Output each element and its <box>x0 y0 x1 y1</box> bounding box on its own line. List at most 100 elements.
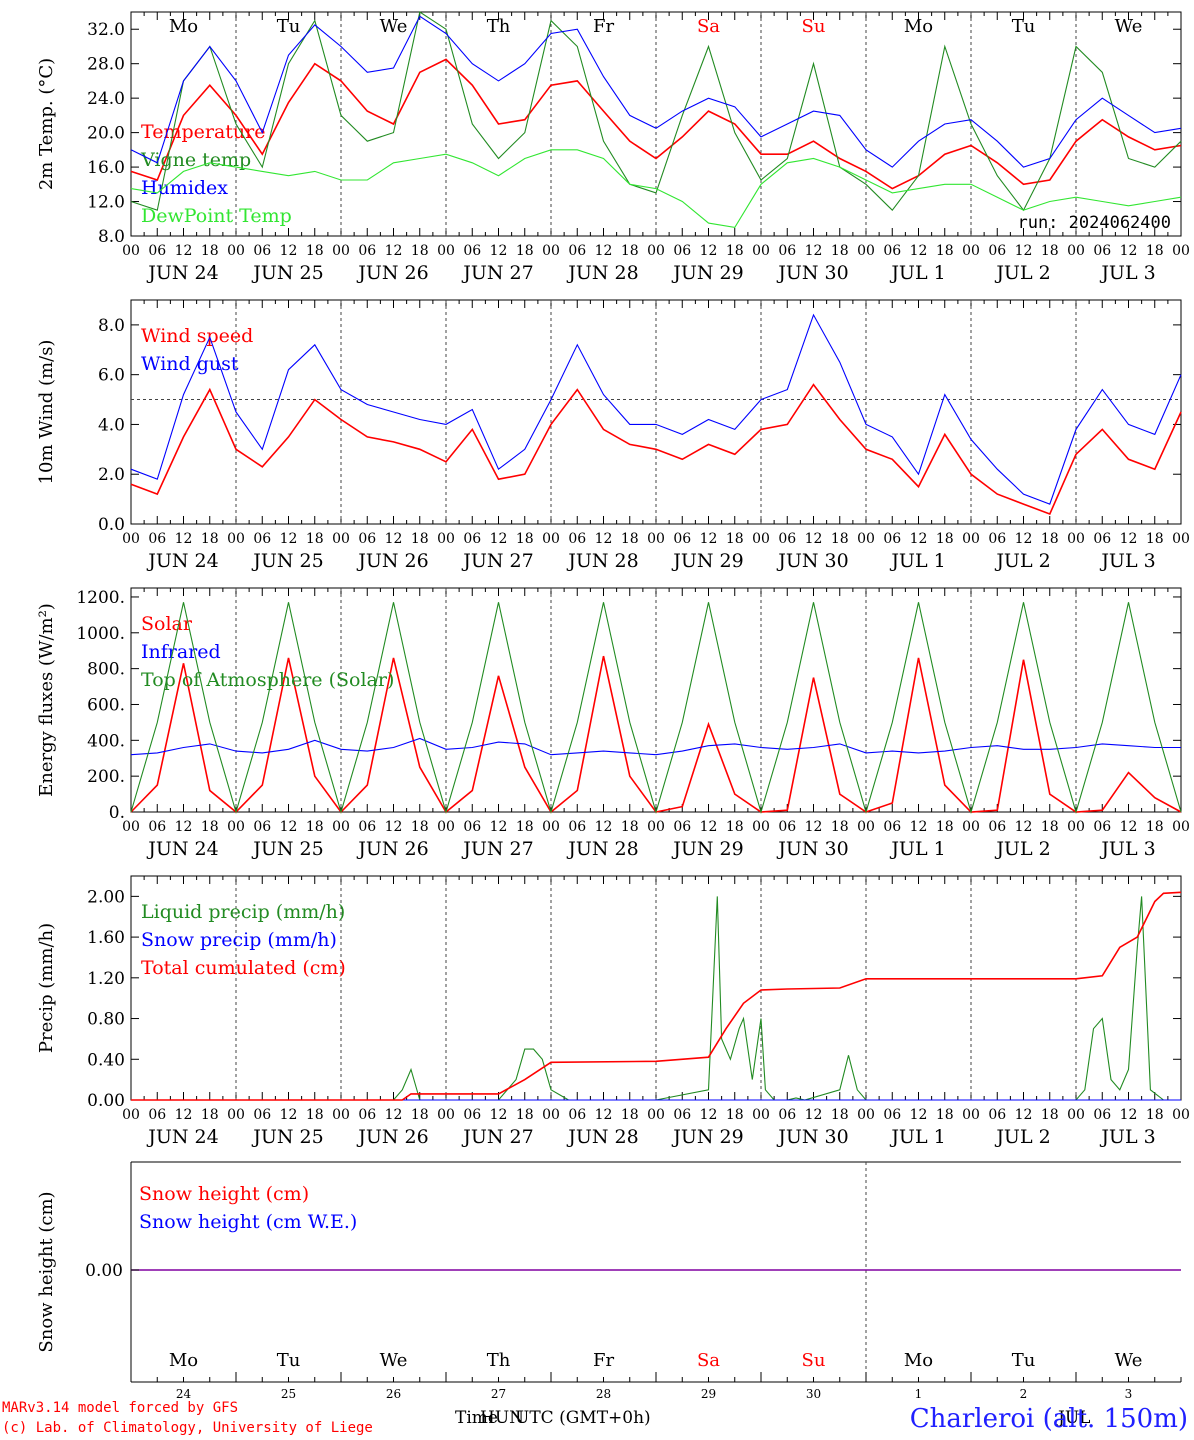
y-tick-label: 400. <box>87 731 125 751</box>
y-tick-label: 1.20 <box>87 969 125 989</box>
date-label: JUL 3 <box>1099 550 1155 572</box>
series-humidex <box>130 15 1182 168</box>
hour-label: 12 <box>1015 243 1033 259</box>
hour-label: 00 <box>1067 531 1085 547</box>
hour-label: 06 <box>148 819 166 835</box>
hour-label: 18 <box>516 243 534 259</box>
hour-label: 06 <box>988 819 1006 835</box>
hour-label: 00 <box>857 531 875 547</box>
y-tick-label: 8.0 <box>98 316 125 336</box>
date-label: JUN 29 <box>671 1126 743 1148</box>
hour-label: 06 <box>673 819 691 835</box>
weekday-label: Th <box>487 16 511 37</box>
hour-label: 06 <box>358 243 376 259</box>
hour-label: 12 <box>595 531 613 547</box>
day-number-label: 3 <box>1125 1387 1133 1401</box>
y-tick-label: 16.0 <box>87 158 125 178</box>
hour-label: 12 <box>280 531 298 547</box>
hour-label: 06 <box>883 243 901 259</box>
hour-label: 00 <box>752 819 770 835</box>
hour-label: 12 <box>490 1107 508 1123</box>
date-label: JUN 28 <box>566 838 638 860</box>
hour-label: 00 <box>1172 819 1190 835</box>
date-label: JUL 1 <box>889 262 945 284</box>
hour-label: 12 <box>490 531 508 547</box>
series-wind-gust <box>130 313 1182 505</box>
date-label: JUN 26 <box>356 1126 428 1148</box>
hour-label: 12 <box>175 531 193 547</box>
date-label: JUN 29 <box>671 262 743 284</box>
y-tick-label: 0.0 <box>98 515 125 535</box>
lab-credit-line: (c) Lab. of Climatology, University of L… <box>2 1420 373 1436</box>
hour-label: 18 <box>831 819 849 835</box>
hour-label: 18 <box>306 243 324 259</box>
date-label: JUN 27 <box>461 1126 533 1148</box>
hour-label: 12 <box>280 819 298 835</box>
hour-label: 12 <box>700 531 718 547</box>
hour-label: 00 <box>122 531 140 547</box>
weekday-label: Su <box>802 1350 826 1371</box>
date-label: JUL 2 <box>994 550 1050 572</box>
hour-label: 12 <box>805 819 823 835</box>
hour-label: 00 <box>1067 1107 1085 1123</box>
hour-label: 06 <box>778 1107 796 1123</box>
hour-label: 18 <box>936 819 954 835</box>
hour-label: 18 <box>1146 819 1164 835</box>
hour-label: 18 <box>1146 243 1164 259</box>
timezone-label: UTC (GMT+0h) <box>515 1408 651 1428</box>
hour-label: 06 <box>253 243 271 259</box>
hour-label: 06 <box>568 243 586 259</box>
hour-label: 18 <box>936 531 954 547</box>
hour-label: 06 <box>883 819 901 835</box>
y-axis-label: 10m Wind (m/s) <box>36 340 57 485</box>
weekday-label: We <box>1115 16 1143 37</box>
hour-label: 12 <box>1120 819 1138 835</box>
y-tick-label: 28.0 <box>87 55 125 75</box>
hour-label: 00 <box>857 819 875 835</box>
hour-label: 00 <box>437 1107 455 1123</box>
hour-label: 00 <box>542 243 560 259</box>
hour-label: 18 <box>516 531 534 547</box>
hour-label: 00 <box>122 819 140 835</box>
hour-label: 06 <box>358 1107 376 1123</box>
hour-label: 12 <box>1120 1107 1138 1123</box>
hour-label: 12 <box>910 531 928 547</box>
hour-label: 18 <box>726 531 744 547</box>
panel-3: 0. 200. 400. 600. 800. 1000. 1200. Energy fluxe… <box>36 587 1190 860</box>
hour-label: 06 <box>988 243 1006 259</box>
series-top-of-atmosphere-solar- <box>130 602 1182 814</box>
hour-label: 06 <box>568 531 586 547</box>
hour-label: 18 <box>621 531 639 547</box>
weekday-label: Tu <box>1012 16 1036 37</box>
day-number-label: 30 <box>806 1387 821 1401</box>
hour-label: 00 <box>962 1107 980 1123</box>
series-wind-speed <box>130 383 1182 516</box>
hour-label: 00 <box>122 1107 140 1123</box>
hour-label: 18 <box>201 243 219 259</box>
hour-label: 00 <box>227 531 245 547</box>
legend-entry: Wind speed <box>141 325 253 347</box>
hour-label: 18 <box>306 1107 324 1123</box>
weekday-label: Mo <box>169 16 198 37</box>
hour-label: 06 <box>253 1107 271 1123</box>
date-label: JUL 2 <box>994 262 1050 284</box>
panel-frame <box>130 11 1182 237</box>
legend-entry: Infrared <box>141 641 221 663</box>
hour-label: 18 <box>411 531 429 547</box>
hour-label: 00 <box>332 243 350 259</box>
hour-label: 12 <box>490 819 508 835</box>
date-label: JUN 25 <box>251 262 323 284</box>
date-label: JUN 27 <box>461 838 533 860</box>
hour-label: 00 <box>332 1107 350 1123</box>
hour-label: 06 <box>463 819 481 835</box>
hour-label: 06 <box>1093 819 1111 835</box>
hour-label: 00 <box>752 243 770 259</box>
series-temperature <box>130 58 1182 190</box>
date-label: JUN 30 <box>776 1126 848 1148</box>
hour-label: 12 <box>595 243 613 259</box>
hour-label: 00 <box>437 243 455 259</box>
hour-label: 18 <box>726 243 744 259</box>
y-tick-label: 0. <box>109 803 125 823</box>
legend-entry: Humidex <box>141 177 228 199</box>
legend-entry: DewPoint Temp <box>141 205 292 227</box>
